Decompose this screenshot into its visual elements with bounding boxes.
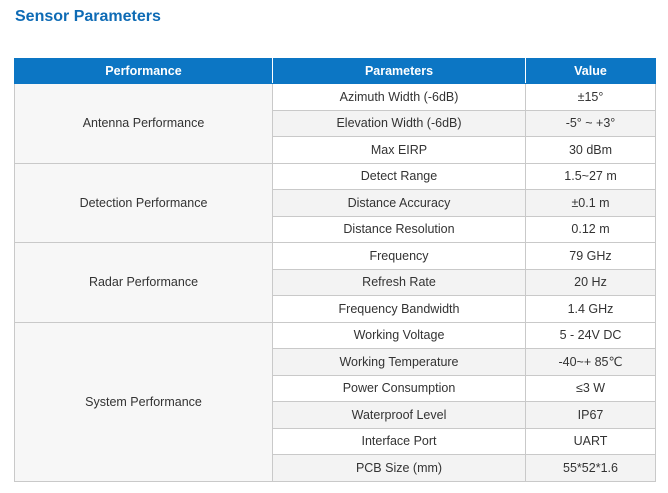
value-cell: -40~+ 85℃ bbox=[525, 348, 656, 376]
table-row: Max EIRP 30 dBm bbox=[15, 136, 656, 164]
table-row: Refresh Rate 20 Hz bbox=[15, 268, 656, 296]
parameter-cell: Working Temperature bbox=[272, 348, 526, 376]
group-label-antenna: Antenna Performance bbox=[14, 83, 273, 164]
parameter-cell: Elevation Width (-6dB) bbox=[272, 109, 526, 137]
value-cell: ≤3 W bbox=[525, 374, 656, 402]
parameter-cell: Detect Range bbox=[272, 162, 526, 190]
table-row: System Performance Working Voltage 5 - 2… bbox=[14, 321, 656, 482]
section-heading: Sensor Parameters bbox=[15, 8, 161, 25]
parameter-cell: Refresh Rate bbox=[272, 268, 526, 296]
table-row: Antenna Performance Azimuth Width (-6dB)… bbox=[14, 83, 656, 164]
table-row: Detection Performance Detect Range 1.5~2… bbox=[14, 162, 656, 243]
table-row: Working Temperature -40~+ 85℃ bbox=[15, 348, 656, 376]
value-cell: 1.5~27 m bbox=[525, 162, 656, 190]
table-row: Distance Resolution 0.12 m bbox=[15, 215, 656, 243]
value-cell: 30 dBm bbox=[525, 136, 656, 164]
parameter-cell: Max EIRP bbox=[272, 136, 526, 164]
parameter-cell: PCB Size (mm) bbox=[272, 454, 526, 482]
group-label-radar: Radar Performance bbox=[14, 242, 273, 323]
table-row: Elevation Width (-6dB) -5° ~ +3° bbox=[15, 109, 656, 137]
group-label-detection: Detection Performance bbox=[14, 162, 273, 243]
parameter-cell: Waterproof Level bbox=[272, 401, 526, 429]
table-row: Interface Port UART bbox=[15, 427, 656, 455]
column-header-value: Value bbox=[525, 58, 656, 84]
value-cell: 20 Hz bbox=[525, 268, 656, 296]
parameter-cell: Azimuth Width (-6dB) bbox=[272, 83, 526, 111]
table-header-row: Performance Parameters Value bbox=[14, 58, 656, 84]
parameter-cell: Distance Resolution bbox=[272, 215, 526, 243]
parameter-cell: Distance Accuracy bbox=[272, 189, 526, 217]
value-cell: 0.12 m bbox=[525, 215, 656, 243]
value-cell: UART bbox=[525, 427, 656, 455]
parameter-cell: Working Voltage bbox=[272, 321, 526, 349]
column-header-parameters: Parameters bbox=[272, 58, 526, 84]
group-label-system: System Performance bbox=[14, 321, 273, 482]
value-cell: 79 GHz bbox=[525, 242, 656, 270]
value-cell: 5 - 24V DC bbox=[525, 321, 656, 349]
sensor-parameters-table: Performance Parameters Value Antenna Per… bbox=[14, 58, 656, 482]
parameter-cell: Frequency bbox=[272, 242, 526, 270]
value-cell: IP67 bbox=[525, 401, 656, 429]
parameter-cell: Power Consumption bbox=[272, 374, 526, 402]
value-cell: -5° ~ +3° bbox=[525, 109, 656, 137]
table-row: Radar Performance Frequency 79 GHz bbox=[14, 242, 656, 323]
parameter-cell: Interface Port bbox=[272, 427, 526, 455]
table-row: Distance Accuracy ±0.1 m bbox=[15, 189, 656, 217]
parameter-cell: Frequency Bandwidth bbox=[272, 295, 526, 323]
table-row: PCB Size (mm) 55*52*1.6 bbox=[15, 454, 656, 482]
value-cell: 1.4 GHz bbox=[525, 295, 656, 323]
table-row: Power Consumption ≤3 W bbox=[15, 374, 656, 402]
table-row: Frequency Bandwidth 1.4 GHz bbox=[15, 295, 656, 323]
value-cell: ±0.1 m bbox=[525, 189, 656, 217]
value-cell: 55*52*1.6 bbox=[525, 454, 656, 482]
value-cell: ±15° bbox=[525, 83, 656, 111]
column-header-performance: Performance bbox=[14, 58, 273, 84]
